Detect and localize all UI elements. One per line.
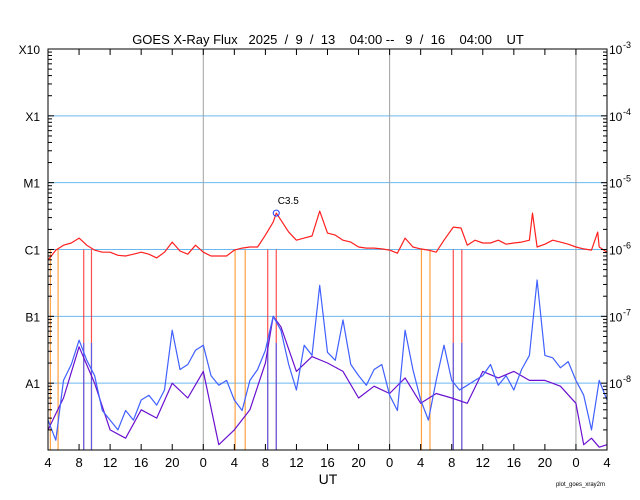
grid-layer [48,49,607,450]
y-exp-power: -6 [623,241,631,251]
y-class-label: A1 [25,377,40,391]
flare-peak-label: C3.5 [278,196,300,207]
x-tick-label: 4 [417,455,424,470]
y-class-label: M1 [23,177,40,191]
x-tick-label: 8 [75,455,82,470]
x-tick-label: 12 [476,455,490,470]
y-exp-base: 10 [609,43,623,57]
y-exp-base: 10 [609,177,623,191]
x-tick-label: 0 [386,455,393,470]
y-class-label: C1 [25,244,41,258]
x-tick-label: 4 [44,455,51,470]
series-line-short [47,279,608,441]
y-exp-base: 10 [609,110,623,124]
series-line-long [47,210,608,261]
axes-layer: 4 8 12 16 20 0 4 8 12 16 20 0 4 8 12 16 20 0 4 X10 X1 M1 C1 B1 A… [19,40,631,470]
x-tick-label: 4 [603,455,610,470]
y-exp-power: -7 [623,307,631,317]
x-axis-label: UT [319,471,338,487]
x-tick-label: 8 [262,455,269,470]
series-layer [47,210,608,448]
x-tick-label: 8 [448,455,455,470]
chart-title: GOES X-Ray Flux 2025 / 9 / 13 04:00 -- 9… [132,32,524,47]
x-tick-label: 12 [103,455,117,470]
footer-label: plot_goes_xray2m [556,482,605,488]
y-exp-base: 10 [609,377,623,391]
y-exp-base: 10 [609,310,623,324]
x-tick-label: 12 [289,455,303,470]
y-class-label: X1 [25,110,40,124]
gap-markers-layer [49,249,463,450]
y-exp-power: -8 [623,374,631,384]
series-line-short-secondary [47,315,608,448]
x-tick-label: 16 [134,455,148,470]
flare-peak-marker [272,209,280,217]
x-tick-label: 20 [165,455,179,470]
x-tick-label: 20 [538,455,552,470]
y-exp-power: -5 [623,174,631,184]
y-class-label: B1 [25,310,40,324]
y-exp-power: -3 [623,40,631,50]
x-tick-label: 0 [572,455,579,470]
y-exp-base: 10 [609,244,623,258]
y-exp-power: -4 [623,107,631,117]
x-tick-label: 16 [320,455,334,470]
x-tick-label: 16 [507,455,521,470]
x-tick-label: 0 [200,455,207,470]
x-tick-label: 4 [231,455,238,470]
y-class-label: X10 [19,43,41,57]
annotation-layer: C3.5 [272,196,300,217]
x-tick-label: 20 [351,455,365,470]
